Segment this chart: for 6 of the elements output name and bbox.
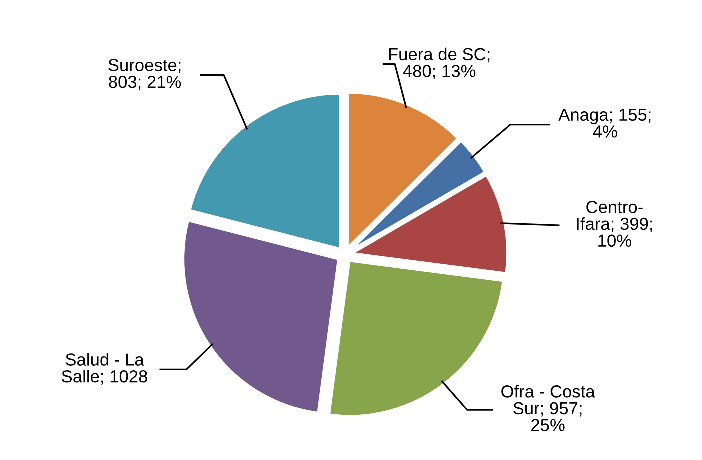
slice-label: Salud - La Salle; 1028 [62, 353, 148, 385]
slice-label: Anaga; 155; 4% [558, 108, 651, 138]
slice-label: Fuera de SC; 480; 13% [389, 48, 490, 80]
slice-label: Ofra - Costa Sur; 957; 25% [502, 385, 596, 432]
slice-label: Centro-Ifara; 399; 10% [577, 201, 652, 248]
slice-label: Suroeste; 803; 21% [108, 59, 182, 90]
